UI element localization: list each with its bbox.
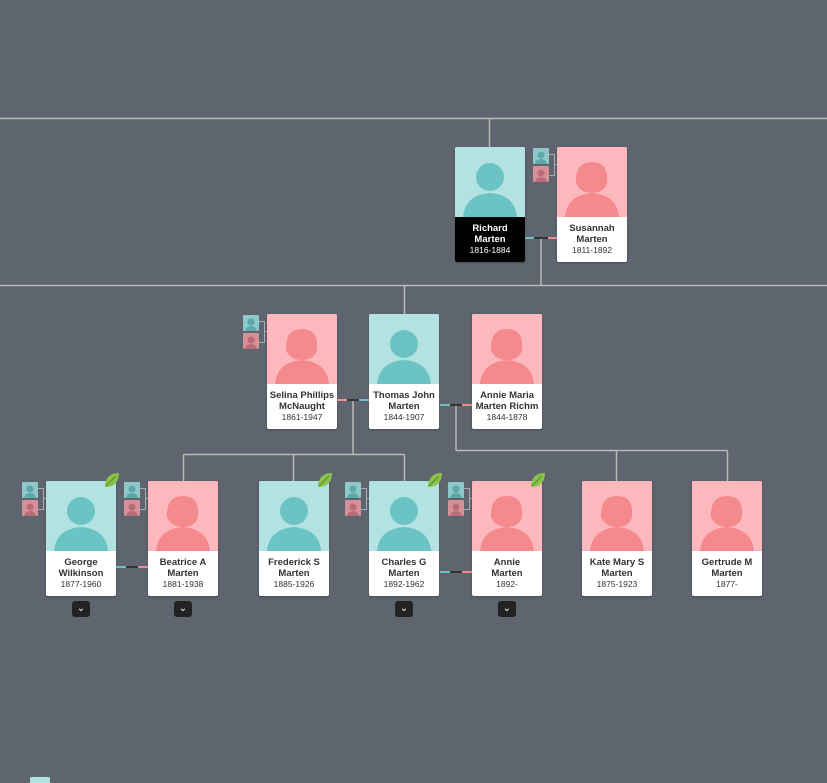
father-icon: [22, 482, 38, 498]
expand-button-beatrice[interactable]: ⌄: [174, 601, 192, 617]
mother-icon: [448, 500, 464, 516]
person-surname: Marten: [474, 233, 506, 245]
person-card-annie-maria[interactable]: Annie Maria Marten Richm 1844-1878: [472, 314, 542, 429]
person-name: Frederick S: [268, 557, 320, 568]
person-surname: Marten: [711, 567, 743, 579]
female-silhouette-icon: [582, 481, 652, 551]
person-info: Gertrude M Marten 1877-: [692, 551, 762, 596]
person-info: Thomas John Marten 1844-1907: [369, 384, 439, 429]
person-surname: Marten: [167, 567, 199, 579]
person-surname: Marten: [388, 567, 420, 579]
person-dates: 1892-1962: [383, 579, 425, 589]
person-name: Gertrude M: [701, 557, 753, 568]
leaf-hint-icon[interactable]: [426, 471, 444, 489]
person-surname: Marten Richm: [475, 400, 539, 412]
person-name: Annie: [493, 557, 521, 568]
parents-button-george[interactable]: [22, 482, 47, 516]
father-icon: [243, 315, 259, 331]
person-name: Susannah: [569, 223, 615, 234]
person-dates: 1877-: [716, 579, 738, 589]
person-card-frederick[interactable]: Frederick S Marten 1885-1926: [259, 481, 329, 596]
person-surname: Marten: [388, 400, 420, 412]
person-dates: 1816-1884: [469, 245, 511, 255]
person-info: Frederick S Marten 1885-1926: [259, 551, 329, 596]
expand-button-charles[interactable]: ⌄: [395, 601, 413, 617]
person-dates: 1811-1892: [571, 245, 613, 255]
mother-icon: [124, 500, 140, 516]
person-surname: McNaught: [279, 400, 325, 412]
person-name: Thomas John: [373, 390, 435, 401]
parents-button-susannah[interactable]: [533, 148, 558, 182]
leaf-hint-icon[interactable]: [529, 471, 547, 489]
person-card-george[interactable]: George Wilkinson 1877-1960: [46, 481, 116, 596]
panel-tab-edge[interactable]: [30, 777, 50, 783]
person-surname: Wilkinson: [58, 567, 104, 579]
female-silhouette-icon: [472, 314, 542, 384]
father-icon: [124, 482, 140, 498]
person-card-gertrude[interactable]: Gertrude M Marten 1877-: [692, 481, 762, 596]
mother-icon: [533, 166, 549, 182]
person-card-annie[interactable]: Annie Marten 1892-: [472, 481, 542, 596]
male-silhouette-icon: [46, 481, 116, 551]
expand-button-george[interactable]: ⌄: [72, 601, 90, 617]
person-surname: Marten: [491, 567, 523, 579]
person-dates: 1892-: [496, 579, 518, 589]
person-dates: 1844-1907: [383, 412, 425, 422]
person-card-thomas[interactable]: Thomas John Marten 1844-1907: [369, 314, 439, 429]
person-card-richard[interactable]: Richard Marten 1816-1884: [455, 147, 525, 262]
person-info: Annie Maria Marten Richm 1844-1878: [472, 384, 542, 429]
male-silhouette-icon: [369, 481, 439, 551]
person-dates: 1885-1926: [273, 579, 315, 589]
parents-button-annie[interactable]: [448, 482, 473, 516]
person-dates: 1881-1938: [162, 579, 204, 589]
person-dates: 1877-1960: [60, 579, 102, 589]
person-surname: Marten: [601, 567, 633, 579]
person-info: Selina Phillips McNaught 1861-1947: [267, 384, 337, 429]
male-silhouette-icon: [259, 481, 329, 551]
leaf-hint-icon[interactable]: [316, 471, 334, 489]
person-info: Annie Marten 1892-: [472, 551, 542, 596]
female-silhouette-icon: [472, 481, 542, 551]
expand-button-annie[interactable]: ⌄: [498, 601, 516, 617]
person-card-beatrice[interactable]: Beatrice A Marten 1881-1938: [148, 481, 218, 596]
person-info: Kate Mary S Marten 1875-1923: [582, 551, 652, 596]
person-name: George: [64, 557, 98, 568]
person-info: Richard Marten 1816-1884: [455, 217, 525, 262]
male-silhouette-icon: [455, 147, 525, 217]
father-icon: [533, 148, 549, 164]
person-card-selina[interactable]: Selina Phillips McNaught 1861-1947: [267, 314, 337, 429]
person-surname: Marten: [576, 233, 608, 245]
person-card-kate[interactable]: Kate Mary S Marten 1875-1923: [582, 481, 652, 596]
person-name: Beatrice A: [159, 557, 207, 568]
person-dates: 1844-1878: [486, 412, 528, 422]
mother-icon: [345, 500, 361, 516]
person-name: Kate Mary S: [589, 557, 645, 568]
person-name: Selina Phillips: [269, 390, 335, 401]
person-info: George Wilkinson 1877-1960: [46, 551, 116, 596]
male-silhouette-icon: [369, 314, 439, 384]
father-icon: [448, 482, 464, 498]
mother-icon: [22, 500, 38, 516]
person-name: Charles G: [381, 557, 427, 568]
person-info: Charles G Marten 1892-1962: [369, 551, 439, 596]
female-silhouette-icon: [692, 481, 762, 551]
parents-button-charles[interactable]: [345, 482, 370, 516]
person-dates: 1875-1923: [596, 579, 638, 589]
father-icon: [345, 482, 361, 498]
person-name: Richard: [472, 223, 508, 234]
person-card-susannah[interactable]: Susannah Marten 1811-1892: [557, 147, 627, 262]
person-info: Susannah Marten 1811-1892: [557, 217, 627, 262]
person-card-charles[interactable]: Charles G Marten 1892-1962: [369, 481, 439, 596]
mother-icon: [243, 333, 259, 349]
female-silhouette-icon: [148, 481, 218, 551]
person-name: Annie Maria: [480, 390, 534, 401]
parents-button-beatrice[interactable]: [124, 482, 149, 516]
female-silhouette-icon: [267, 314, 337, 384]
person-dates: 1861-1947: [281, 412, 323, 422]
person-info: Beatrice A Marten 1881-1938: [148, 551, 218, 596]
person-surname: Marten: [278, 567, 310, 579]
leaf-hint-icon[interactable]: [103, 471, 121, 489]
parents-button-selina[interactable]: [243, 315, 268, 349]
female-silhouette-icon: [557, 147, 627, 217]
